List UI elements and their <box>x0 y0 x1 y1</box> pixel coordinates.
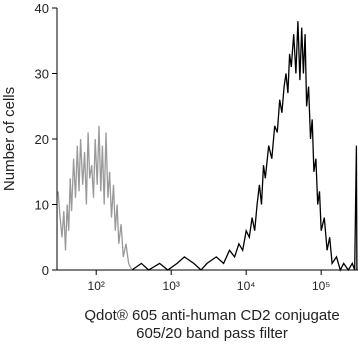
series-line <box>131 21 358 272</box>
x-tick-label: 10³ <box>163 279 180 293</box>
series-line <box>57 125 133 271</box>
y-tick-label: 0 <box>42 263 49 278</box>
x-tick-label: 10⁴ <box>237 279 256 293</box>
x-tick-label: 10⁵ <box>312 279 330 293</box>
y-tick-label: 40 <box>35 1 49 16</box>
y-tick-label: 10 <box>35 198 49 213</box>
x-axis-label: Qdot® 605 anti-human CD2 conjugate <box>84 307 339 324</box>
x-axis-label: 605/20 band pass filter <box>136 325 288 342</box>
y-tick-label: 30 <box>35 67 49 82</box>
y-axis-label: Number of cells <box>1 87 18 191</box>
x-tick-label: 10² <box>88 279 105 293</box>
y-tick-label: 20 <box>35 132 49 147</box>
